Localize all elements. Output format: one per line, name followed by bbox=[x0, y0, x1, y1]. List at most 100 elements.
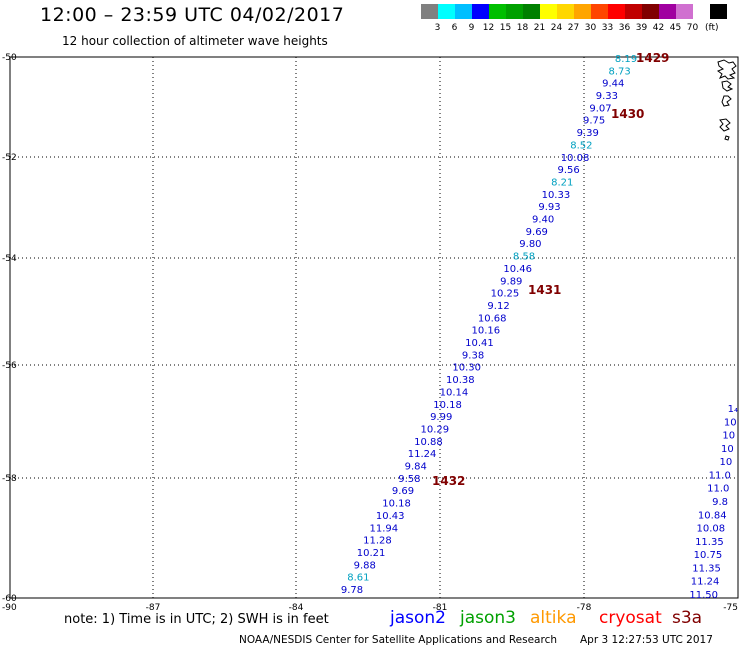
pass-labels: 1429 1430 1431 1432 bbox=[432, 51, 669, 488]
wave-height-label: 10.43 bbox=[376, 511, 405, 522]
longitude-tick-label: -84 bbox=[289, 603, 304, 613]
wave-height-label: 10 bbox=[720, 457, 733, 468]
wave-height-label: 9.88 bbox=[354, 560, 376, 571]
altimeter-track: 8.198.739.449.339.079.759.398.5210.089.5… bbox=[341, 54, 637, 596]
graticule bbox=[10, 57, 738, 598]
legend-tick-label: 27 bbox=[567, 23, 580, 33]
longitude-axis: -90 -87 -84 -81 -78 -75 bbox=[2, 603, 738, 613]
wave-height-label: 10.75 bbox=[694, 550, 723, 561]
wave-height-label: 9.39 bbox=[577, 128, 599, 139]
latitude-tick-label: -54 bbox=[2, 254, 17, 264]
wave-height-label: 9.69 bbox=[526, 227, 548, 238]
wave-height-label: 10.68 bbox=[478, 313, 507, 324]
legend-swatch bbox=[455, 4, 472, 19]
legend-swatch bbox=[472, 4, 489, 19]
legend-swatch bbox=[506, 4, 523, 19]
wave-height-label: 11.0 bbox=[707, 484, 729, 495]
wave-height-label: 10.41 bbox=[465, 338, 494, 349]
legend-tick-label: 42 bbox=[652, 23, 665, 33]
wave-height-label: 10.84 bbox=[698, 510, 727, 521]
wave-height-label: 9.07 bbox=[589, 103, 611, 114]
legend-swatch bbox=[608, 4, 625, 19]
wave-height-label: 10.08 bbox=[561, 153, 590, 164]
wave-height-label: 9.44 bbox=[602, 79, 624, 90]
wave-height-label: 8.58 bbox=[513, 252, 535, 263]
wave-height-label: 11.24 bbox=[408, 449, 437, 460]
satellite-label-altika: altika bbox=[530, 608, 577, 628]
latitude-tick-label: -56 bbox=[2, 361, 17, 371]
wave-height-label: 11.94 bbox=[370, 523, 399, 534]
satellite-label-jason3: jason3 bbox=[460, 608, 516, 628]
wave-height-label: 10.16 bbox=[471, 326, 500, 337]
legend-swatch bbox=[557, 4, 574, 19]
wave-height-label: 10.14 bbox=[440, 387, 469, 398]
latitude-tick-label: -58 bbox=[2, 474, 17, 484]
altimeter-track-east: 1₄ 10 10 10 10 11.0 11.0 9.8 10.84 10.08 11.35 10.7… bbox=[689, 404, 738, 601]
wave-height-label: 10.88 bbox=[414, 437, 443, 448]
wave-height-label: 10 bbox=[724, 417, 737, 428]
wave-height-label: 9.80 bbox=[519, 239, 541, 250]
legend-tick-label: 36 bbox=[618, 23, 631, 33]
longitude-tick-label: -87 bbox=[146, 603, 161, 613]
wave-height-label: 11.50 bbox=[689, 590, 718, 601]
wave-height-label: 8.21 bbox=[551, 177, 573, 188]
wave-height-label: 10.18 bbox=[382, 499, 411, 510]
footer-org: NOAA/NESDIS Center for Satellite Applica… bbox=[239, 634, 557, 646]
legend-tick-label: 18 bbox=[516, 23, 529, 33]
wave-height-label: 10.33 bbox=[542, 190, 571, 201]
chart-subtitle: 12 hour collection of altimeter wave hei… bbox=[62, 34, 328, 48]
wave-height-label: 9.78 bbox=[341, 585, 363, 596]
satellite-label-jason2: jason2 bbox=[390, 608, 446, 628]
legend-swatch bbox=[659, 4, 676, 19]
longitude-tick-label: -81 bbox=[433, 603, 448, 613]
legend-swatch bbox=[642, 4, 659, 19]
legend-swatch bbox=[574, 4, 591, 19]
legend-swatch bbox=[625, 4, 642, 19]
wave-height-label: 9.38 bbox=[462, 350, 484, 361]
wave-height-label: 11.24 bbox=[691, 577, 720, 588]
legend-tick-label: 39 bbox=[635, 23, 648, 33]
pass-number-label: 1431 bbox=[528, 283, 561, 297]
satellite-label-cryosat: cryosat bbox=[599, 608, 662, 628]
wave-height-label: 10.29 bbox=[421, 424, 450, 435]
legend-tick-label: 24 bbox=[550, 23, 563, 33]
latitude-tick-label: -52 bbox=[2, 153, 17, 163]
legend-swatch bbox=[523, 4, 540, 19]
longitude-tick-label: -75 bbox=[723, 603, 738, 613]
note-text: note: 1) Time is in UTC; 2) SWH is in fe… bbox=[64, 612, 329, 627]
wave-height-label: 10.25 bbox=[491, 289, 520, 300]
wave-height-label: 10.21 bbox=[357, 548, 386, 559]
wave-height-label: 9.58 bbox=[398, 474, 420, 485]
legend-tick-label: 9 bbox=[468, 23, 475, 33]
pass-number-label: 1429 bbox=[636, 51, 669, 65]
legend-swatch bbox=[676, 4, 693, 19]
wave-height-label: 8.52 bbox=[570, 140, 592, 151]
wave-height-label: 9.84 bbox=[405, 462, 427, 473]
coastline-shape bbox=[716, 59, 737, 141]
legend-swatch bbox=[693, 4, 710, 19]
wave-height-label: 11.35 bbox=[692, 563, 721, 574]
pass-number-label: 1432 bbox=[432, 474, 465, 488]
wave-height-label: 9.69 bbox=[392, 486, 414, 497]
wave-height-label: 10.30 bbox=[452, 363, 481, 374]
wave-height-label: 8.19 bbox=[615, 54, 637, 65]
legend-tick-label: 12 bbox=[482, 23, 495, 33]
wave-height-label: 10.38 bbox=[446, 375, 475, 386]
legend-tick-label: 21 bbox=[533, 23, 546, 33]
legend-tick-label: 45 bbox=[669, 23, 682, 33]
wave-height-label: 9.93 bbox=[538, 202, 560, 213]
legend-swatch bbox=[540, 4, 557, 19]
legend-swatch bbox=[421, 4, 438, 19]
legend-tick-label: 3 bbox=[434, 23, 441, 33]
wave-height-label: 9.40 bbox=[532, 215, 554, 226]
legend-unit: (ft) bbox=[705, 23, 719, 33]
legend-tick-label: 33 bbox=[601, 23, 614, 33]
legend-tick-label: 6 bbox=[451, 23, 458, 33]
latitude-tick-label: -60 bbox=[2, 594, 17, 604]
wave-height-label: 11.28 bbox=[363, 536, 392, 547]
wave-height-label: 9.99 bbox=[430, 412, 452, 423]
wave-height-label: 9.8 bbox=[712, 497, 728, 508]
wave-height-label: 9.12 bbox=[487, 301, 509, 312]
wave-height-label: 10.08 bbox=[697, 524, 726, 535]
